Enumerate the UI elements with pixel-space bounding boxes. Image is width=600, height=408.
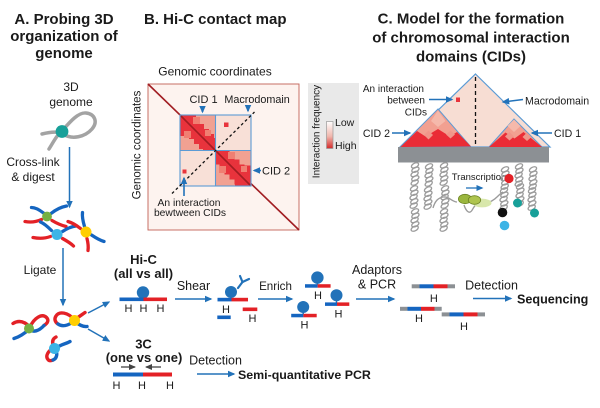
svg-text:An interaction: An interaction	[363, 84, 424, 95]
svg-text:B. Hi-C contact map: B. Hi-C contact map	[144, 11, 287, 28]
svg-text:High: High	[335, 140, 357, 152]
svg-text:genome: genome	[35, 45, 93, 62]
svg-text:between: between	[387, 96, 425, 107]
svg-text:H: H	[222, 304, 230, 316]
svg-text:Shear: Shear	[177, 279, 210, 293]
svg-text:H: H	[113, 380, 121, 392]
svg-text:Interaction frequency: Interaction frequency	[312, 85, 323, 178]
svg-text:Macrodomain: Macrodomain	[224, 94, 289, 106]
svg-text:domains (CIDs): domains (CIDs)	[416, 49, 526, 66]
svg-text:H: H	[430, 293, 438, 305]
svg-text:genome: genome	[49, 95, 93, 109]
svg-text:CID 1: CID 1	[554, 128, 581, 140]
svg-text:Hi-C: Hi-C	[130, 252, 157, 267]
svg-text:Genomic coordinates: Genomic coordinates	[158, 65, 271, 79]
svg-text:An interaction: An interaction	[158, 198, 221, 209]
svg-text:Detection: Detection	[465, 279, 518, 293]
svg-text:Macrodomain: Macrodomain	[525, 96, 589, 108]
svg-text:Ligate: Ligate	[24, 263, 57, 277]
svg-text:C. Model for the formation: C. Model for the formation	[378, 11, 565, 28]
svg-text:H: H	[335, 309, 343, 321]
svg-text:(all vs all): (all vs all)	[114, 266, 173, 281]
svg-text:& digest: & digest	[11, 170, 55, 184]
svg-text:organization of: organization of	[10, 28, 118, 45]
svg-text:H: H	[125, 303, 133, 315]
svg-text:H: H	[138, 380, 146, 392]
svg-text:A. Probing 3D: A. Probing 3D	[14, 11, 113, 28]
svg-text:CIDs: CIDs	[405, 108, 427, 119]
svg-text:Genomic coordinates: Genomic coordinates	[132, 90, 144, 199]
svg-text:Detection: Detection	[189, 354, 242, 368]
svg-text:H: H	[314, 290, 322, 302]
svg-text:(one vs one): (one vs one)	[106, 350, 183, 365]
svg-text:H: H	[249, 313, 257, 325]
svg-text:3C: 3C	[135, 337, 152, 352]
svg-text:H: H	[301, 320, 309, 332]
svg-text:H: H	[140, 303, 148, 315]
svg-text:H: H	[460, 321, 468, 333]
svg-text:3D: 3D	[63, 80, 79, 94]
svg-text:CID 1: CID 1	[189, 94, 217, 106]
svg-text:Cross-link: Cross-link	[6, 155, 60, 169]
svg-text:H: H	[157, 303, 165, 315]
svg-text:CID 2: CID 2	[262, 166, 290, 178]
svg-text:& PCR: & PCR	[358, 278, 396, 292]
svg-text:Semi-quantitative PCR: Semi-quantitative PCR	[238, 368, 371, 382]
svg-text:Adaptors: Adaptors	[352, 263, 402, 277]
svg-text:CID 2: CID 2	[363, 128, 390, 140]
svg-text:of chromosomal interaction: of chromosomal interaction	[372, 30, 570, 47]
svg-text:Enrich: Enrich	[259, 280, 292, 293]
svg-text:Low: Low	[335, 117, 355, 129]
svg-text:Transcription: Transcription	[452, 172, 507, 183]
svg-text:H: H	[415, 313, 423, 325]
svg-text:bewtween CIDs: bewtween CIDs	[154, 208, 226, 219]
svg-text:H: H	[166, 380, 174, 392]
svg-text:Sequencing: Sequencing	[517, 293, 588, 307]
